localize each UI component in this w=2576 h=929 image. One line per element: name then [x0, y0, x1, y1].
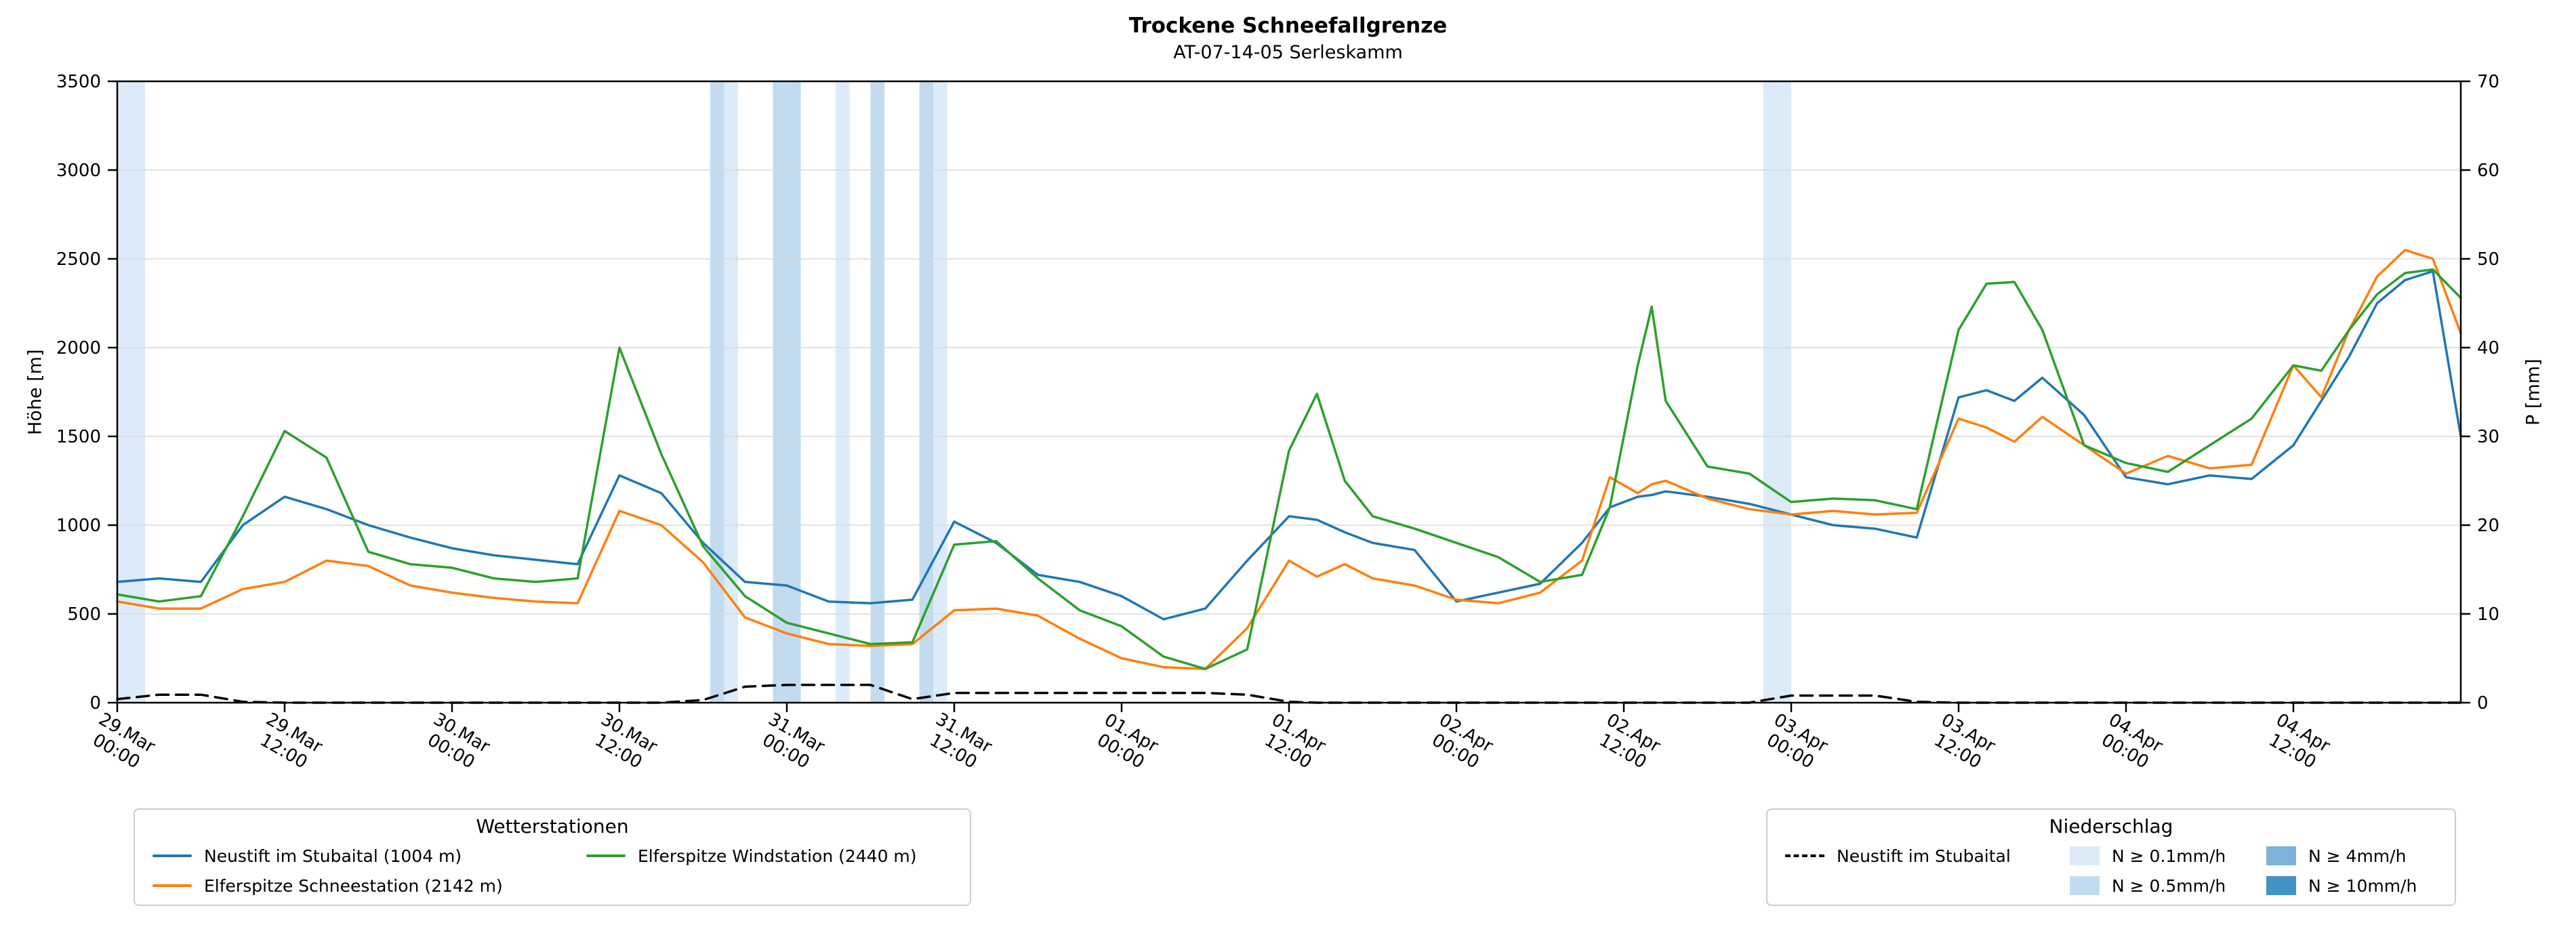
precip-band	[710, 81, 724, 703]
ytick-left-label: 0	[89, 693, 101, 714]
ytick-right-label: 0	[2477, 693, 2489, 714]
legend-entry-p05: N ≥ 0.5mm/h	[2070, 871, 2266, 901]
plot-border	[116, 80, 2462, 704]
precip-patch-0.5-icon	[2070, 876, 2100, 895]
xtick-label: 02.Apr12:00	[1593, 709, 1664, 775]
xtick-label: 04.Apr12:00	[2262, 709, 2334, 775]
series-windstation	[116, 268, 2462, 670]
legend-entry-schneestation: Elferspitze Schneestation (2142 m)	[152, 871, 586, 901]
precip-patch-0.1-icon	[2070, 846, 2100, 865]
blue-line-sample	[152, 854, 192, 857]
series-precip-neustift	[116, 684, 2462, 704]
ytick-left-label: 2500	[56, 249, 101, 270]
ytick-left-label: 1500	[56, 427, 101, 447]
legend-label: N ≥ 0.5mm/h	[2112, 875, 2226, 896]
legend-label: Neustift im Stubaital (1004 m)	[204, 846, 462, 866]
orange-line-sample	[152, 884, 192, 887]
xtick-label: 31.Mar12:00	[922, 709, 996, 775]
precip-band	[773, 81, 801, 703]
precip-band	[117, 81, 146, 703]
ytick-left-label: 2000	[56, 338, 101, 358]
ytick-left-label: 3500	[56, 72, 101, 92]
series-schneestation	[116, 249, 2462, 670]
ytick-right-label: 70	[2477, 72, 2499, 92]
legend-label: N ≥ 10mm/h	[2308, 875, 2417, 896]
xtick-label: 03.Apr00:00	[1760, 709, 1832, 775]
precip-band	[919, 81, 934, 703]
legend-label: Elferspitze Windstation (2440 m)	[638, 846, 917, 866]
dashed-line-sample	[1785, 854, 1824, 857]
legend-entry-windstation: Elferspitze Windstation (2440 m)	[586, 841, 917, 871]
precip-band	[933, 81, 947, 703]
xtick-label: 29.Mar00:00	[85, 709, 159, 775]
ytick-left-label: 1000	[56, 516, 101, 536]
precip-legend: Niederschlag Neustift im Stubaital N ≥ 0…	[1766, 808, 2456, 906]
xtick-label: 30.Mar12:00	[587, 709, 661, 775]
xtick-label: 04.Apr00:00	[2095, 709, 2167, 775]
legend-entry-precip-line: Neustift im Stubaital	[1785, 841, 2070, 871]
precip-legend-title: Niederschlag	[2049, 815, 2173, 838]
xtick-label: 29.Mar12:00	[252, 709, 326, 775]
stations-legend-title: Wetterstationen	[476, 815, 629, 838]
ytick-right-label: 20	[2477, 516, 2499, 536]
ytick-right-label: 50	[2477, 249, 2499, 270]
precip-band	[836, 81, 850, 703]
green-line-sample	[586, 854, 626, 857]
ytick-right-label: 30	[2477, 427, 2499, 447]
legend-label: Elferspitze Schneestation (2142 m)	[204, 875, 503, 896]
legend-entry-p4: N ≥ 4mm/h	[2266, 841, 2417, 871]
legend-entry-p01: N ≥ 0.1mm/h	[2070, 841, 2266, 871]
precip-patch-10-icon	[2266, 876, 2296, 895]
chart-title: Trockene Schneefallgrenze	[1128, 14, 1448, 38]
legend-entry-p10: N ≥ 10mm/h	[2266, 871, 2417, 901]
xtick-label: 01.Apr12:00	[1258, 709, 1330, 775]
xtick-label: 01.Apr00:00	[1090, 709, 1162, 775]
legend-entry-neustift: Neustift im Stubaital (1004 m)	[152, 841, 586, 871]
ytick-left-label: 500	[67, 604, 101, 625]
ytick-right-label: 60	[2477, 161, 2499, 181]
precip-patch-4-icon	[2266, 846, 2296, 865]
ytick-right-label: 40	[2477, 338, 2499, 358]
xtick-label: 02.Apr00:00	[1425, 709, 1497, 775]
ytick-right-label: 10	[2477, 604, 2499, 625]
series-neustift	[116, 270, 2462, 621]
legend-label: N ≥ 4mm/h	[2308, 846, 2407, 866]
chart-subtitle: AT-07-14-05 Serleskamm	[1173, 42, 1403, 63]
precip-band	[1763, 81, 1791, 703]
legend-label: Neustift im Stubaital	[1837, 846, 2011, 866]
xtick-label: 30.Mar00:00	[420, 709, 493, 775]
ytick-left-label: 3000	[56, 161, 101, 181]
precip-band	[870, 81, 885, 703]
legend-label: N ≥ 0.1mm/h	[2112, 846, 2226, 866]
xtick-label: 31.Mar00:00	[754, 709, 828, 775]
xtick-label: 03.Apr12:00	[1927, 709, 1999, 775]
stations-legend: Wetterstationen Neustift im Stubaital (1…	[134, 808, 971, 906]
precip-band	[724, 81, 738, 703]
